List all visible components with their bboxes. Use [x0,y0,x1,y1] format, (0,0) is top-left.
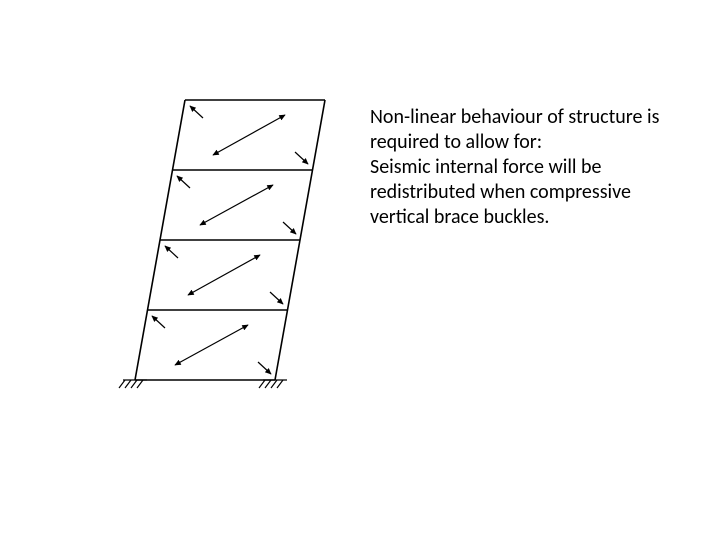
text-line-2: Seismic internal force will be redistrib… [370,155,670,230]
frame-beams [135,100,325,380]
braced-frame-diagram [105,80,345,400]
text-line-1: Non-linear behaviour of structure is req… [370,105,670,155]
supports [119,380,287,388]
slide: Non-linear behaviour of structure is req… [0,0,720,540]
description-text: Non-linear behaviour of structure is req… [370,105,670,230]
